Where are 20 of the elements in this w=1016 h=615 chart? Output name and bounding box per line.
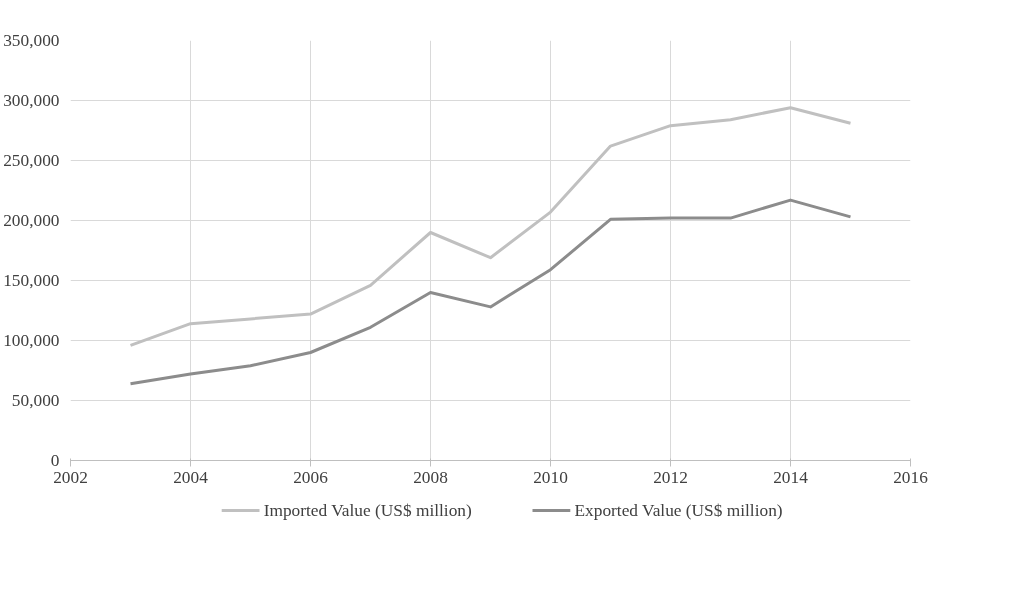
x-tick-label: 2008 [413,467,448,487]
line-series [129,198,852,386]
x-tick-label: 2004 [173,467,209,487]
x-tick-label: 2012 [653,467,688,487]
legend-label: Exported Value (US$ million) [574,501,783,520]
y-tick-label: 100,000 [3,331,60,350]
y-tick-label: 250,000 [3,151,60,170]
x-tick-label: 2006 [293,467,329,487]
y-tick-label: 50,000 [11,391,60,410]
x-tick-label: 2014 [773,467,809,487]
x-tick-label: 2016 [893,467,929,487]
line-series [129,106,852,347]
legend-label: Imported Value (US$ million) [263,501,472,520]
y-tick-label: 300,000 [3,91,60,110]
x-tick-label: 2002 [53,467,88,487]
y-tick-label: 200,000 [3,211,60,230]
y-tick-label: 150,000 [3,271,60,290]
y-tick-label: 0 [50,451,60,470]
x-tick-label: 2010 [533,467,568,487]
y-tick-label: 350,000 [3,31,60,50]
